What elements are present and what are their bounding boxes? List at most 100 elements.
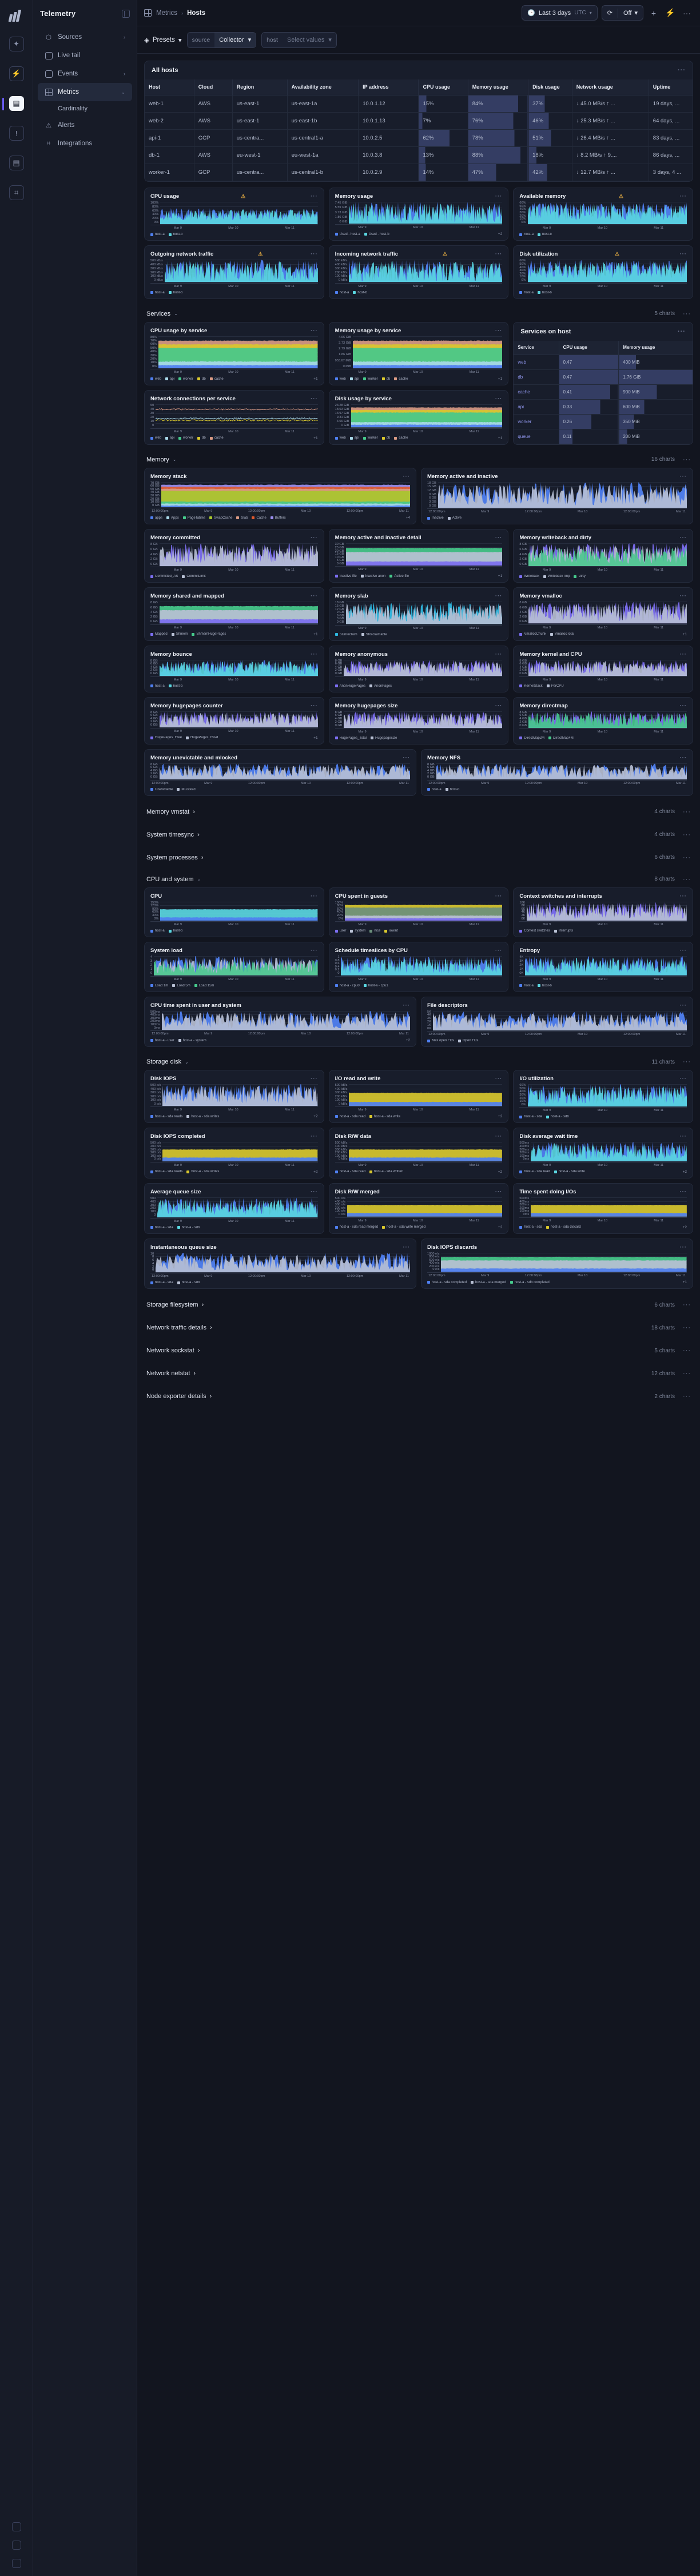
chart-card-memory-active-and-inactive[interactable]: Memory active and inactive ··· 18 GB 15 GB 1… — [421, 467, 693, 525]
chevron-down-icon[interactable]: ⌄ — [185, 1059, 189, 1065]
section-more-icon[interactable]: ··· — [683, 1058, 691, 1066]
legend-item[interactable]: Active — [447, 516, 462, 520]
legend-item[interactable]: user — [335, 929, 346, 933]
legend-item[interactable]: worker — [178, 436, 193, 440]
section-header-memory[interactable]: Memory ⌄ 16 charts ··· — [144, 449, 693, 468]
section-row-storage-filesystem[interactable]: Storage filesystem › 6 charts ··· — [144, 1293, 693, 1316]
chart-card-memory-bounce[interactable]: Memory bounce ··· 8 GB 6 GB 4 GB 2 GB 0 GB Mar … — [144, 645, 324, 692]
cell-service[interactable]: web — [514, 355, 559, 370]
chart-more-icon[interactable]: ··· — [311, 593, 318, 600]
sidebar-item-metrics[interactable]: Metrics ⌄ — [38, 83, 132, 101]
chart-card-memory-usage[interactable]: Memory usage ··· 7.45 GiB 5.59 GiB 3.73 GiB 1… — [328, 188, 509, 241]
legend-item[interactable]: host-b — [538, 291, 552, 294]
legend-item[interactable]: VmallocTotal — [550, 632, 574, 636]
legend-item[interactable]: Hugepagesize — [371, 736, 397, 740]
legend-item[interactable]: DirectMap4M — [548, 736, 574, 740]
live-tail-rail-icon[interactable]: ⚡ — [9, 66, 24, 81]
legend-item[interactable]: host-a - sda merged — [471, 1281, 506, 1284]
chart-more-icon[interactable]: ··· — [495, 535, 503, 542]
chart-card-memory-writeback-and-dirty[interactable]: Memory writeback and dirty ··· 8 GB 6 GB 4 G… — [513, 529, 693, 583]
legend-item[interactable]: host-a — [150, 684, 165, 688]
chart-card-io-utilization[interactable]: I/O utilization ··· 60% 50% 40% 30% 20% 10% 0% Ma… — [513, 1070, 693, 1124]
legend-item[interactable]: host-a - cpu0 — [335, 984, 360, 988]
chart-card-disk-usage-by-service[interactable]: Disk usage by service ··· 23.28 GiB 18.63 G… — [328, 390, 509, 445]
hosts-col-network-usage[interactable]: Network usage — [572, 79, 649, 96]
chevron-right-icon[interactable]: › — [193, 1370, 196, 1377]
chart-more-icon[interactable]: ··· — [679, 535, 687, 542]
hosts-col-memory-usage[interactable]: Memory usage — [468, 79, 529, 96]
legend-item[interactable]: host-a - sda completed — [427, 1281, 467, 1284]
chart-more-icon[interactable]: ··· — [311, 535, 318, 542]
legend-overflow-count[interactable]: +1 — [498, 436, 503, 440]
chart-card-schedule-timeslices-by-cpu[interactable]: Schedule timeslices by CPU ··· 1 0.8 0.6 0.4 0… — [328, 942, 509, 992]
chart-card-cpu-time-spent-in-user-and-system[interactable]: CPU time spent in user and system ··· 500m… — [144, 996, 416, 1048]
metrics-rail-icon[interactable]: ▤ — [2, 96, 24, 111]
legend-item[interactable]: PerCPU — [546, 684, 564, 688]
table-row[interactable]: queue 0.11 200 MiB — [514, 429, 693, 444]
legend-overflow-count[interactable]: +2 — [405, 1038, 410, 1043]
sidebar-item-sources[interactable]: ⬡ Sources › — [38, 28, 132, 46]
hosts-col-cpu-usage[interactable]: CPU usage — [418, 79, 468, 96]
table-row[interactable]: api-1 GCP us-centra... us-central1-a 10.0.2.… — [145, 129, 693, 148]
chart-more-icon[interactable]: ··· — [679, 1244, 687, 1251]
table-row[interactable]: db-1 AWS eu-west-1 eu-west-1a 10.0.3.8 13% 88%… — [145, 146, 693, 165]
legend-item[interactable]: host-a - user — [150, 1039, 174, 1042]
legend-item[interactable]: web — [150, 436, 161, 440]
legend-item[interactable]: Shmem — [171, 632, 188, 636]
legend-item[interactable]: SwapCache — [209, 516, 232, 520]
legend-item[interactable]: Used - host-b — [364, 233, 389, 236]
section-more-icon[interactable]: ··· — [683, 808, 691, 815]
legend-item[interactable]: Buffers — [270, 516, 286, 520]
chart-more-icon[interactable]: ··· — [679, 251, 687, 258]
legend-item[interactable]: host-b — [168, 233, 182, 236]
legend-item[interactable]: host-a - sda — [519, 1225, 542, 1229]
legend-item[interactable]: Open FDs — [458, 1039, 478, 1042]
chart-card-cpu-spent-in-guests[interactable]: CPU spent in guests ··· 100% 80% 60% 40% 20% 0%… — [328, 887, 509, 938]
legend-item[interactable]: api — [349, 436, 359, 440]
chart-card-cpu-usage-by-service[interactable]: CPU usage by service ··· 80% 70% 60% 50% 40% 30… — [144, 321, 324, 386]
table-row[interactable]: worker 0.26 350 MiB — [514, 414, 693, 429]
chart-card-disk-utilization[interactable]: Disk utilization ⚠ ··· 60% 50% 40% 30% 20% 10% 0%… — [513, 245, 693, 299]
legend-item[interactable]: Inactive anon — [360, 575, 385, 578]
chart-card-context-switches-and-interrupts[interactable]: Context switches and interrupts ··· 10K 8K 6… — [513, 887, 693, 938]
legend-item[interactable]: host-a - sdb — [177, 1281, 200, 1284]
chart-card-memory-usage-by-service[interactable]: Memory usage by service ··· 4.66 GiB 3.73 G… — [328, 321, 509, 386]
add-chart-button[interactable]: + — [651, 8, 657, 18]
chart-more-icon[interactable]: ··· — [679, 754, 687, 761]
account-rail-icon[interactable] — [11, 2559, 21, 2568]
chart-more-icon[interactable]: ··· — [495, 947, 503, 954]
chart-more-icon[interactable]: ··· — [403, 473, 410, 480]
legend-item[interactable]: host-a — [335, 291, 349, 294]
legend-item[interactable]: host-a — [519, 291, 534, 294]
chart-card-system-load[interactable]: System load ··· 4 3 2 1 0 Mar 9 Mar 10 Mar 11 Load… — [144, 942, 324, 992]
legend-item[interactable]: worker — [363, 377, 378, 381]
legend-item[interactable]: host-a — [150, 929, 165, 933]
chart-more-icon[interactable]: ··· — [403, 754, 410, 761]
legend-item[interactable]: host-b — [538, 233, 552, 236]
section-row-node-exporter-details[interactable]: Node exporter details › 2 charts ··· — [144, 1385, 693, 1408]
legend-item[interactable]: web — [335, 436, 346, 440]
section-more-icon[interactable]: ··· — [683, 456, 691, 463]
legend-item[interactable]: Load 5m — [172, 984, 190, 988]
panel-more-icon[interactable]: ··· — [678, 67, 686, 74]
chart-more-icon[interactable]: ··· — [311, 251, 318, 258]
dashboard-scroll[interactable]: All hosts ··· Host Cloud Region Availabilit… — [137, 54, 700, 2576]
legend-item[interactable]: Inactive file — [335, 575, 357, 578]
alerts-rail-icon[interactable]: ! — [9, 126, 24, 141]
legend-overflow-count[interactable]: +2 — [498, 1169, 503, 1174]
chart-more-icon[interactable]: ··· — [311, 947, 318, 954]
sidebar-item-alerts[interactable]: ⚠ Alerts — [38, 116, 132, 134]
legend-item[interactable]: Inactive — [427, 516, 444, 520]
chevron-down-icon[interactable]: ⌄ — [197, 877, 201, 882]
chevron-right-icon[interactable]: › — [197, 831, 200, 838]
more-options-icon[interactable]: ··· — [683, 8, 691, 18]
chevron-right-icon[interactable]: › — [197, 1347, 200, 1355]
legend-item[interactable]: db — [197, 436, 206, 440]
chart-more-icon[interactable]: ··· — [495, 327, 503, 334]
chart-card-memory-vmalloc[interactable]: Memory vmalloc ··· 8 GB 6 GB 4 GB 2 GB 0 GB Mar… — [513, 587, 693, 641]
sidebar-item-events[interactable]: Events › — [38, 65, 132, 83]
legend-item[interactable]: Load 1m — [150, 984, 168, 988]
legend-item[interactable]: host-b — [168, 291, 182, 294]
section-more-icon[interactable]: ··· — [683, 1370, 691, 1377]
legend-item[interactable]: Apps — [166, 516, 179, 520]
